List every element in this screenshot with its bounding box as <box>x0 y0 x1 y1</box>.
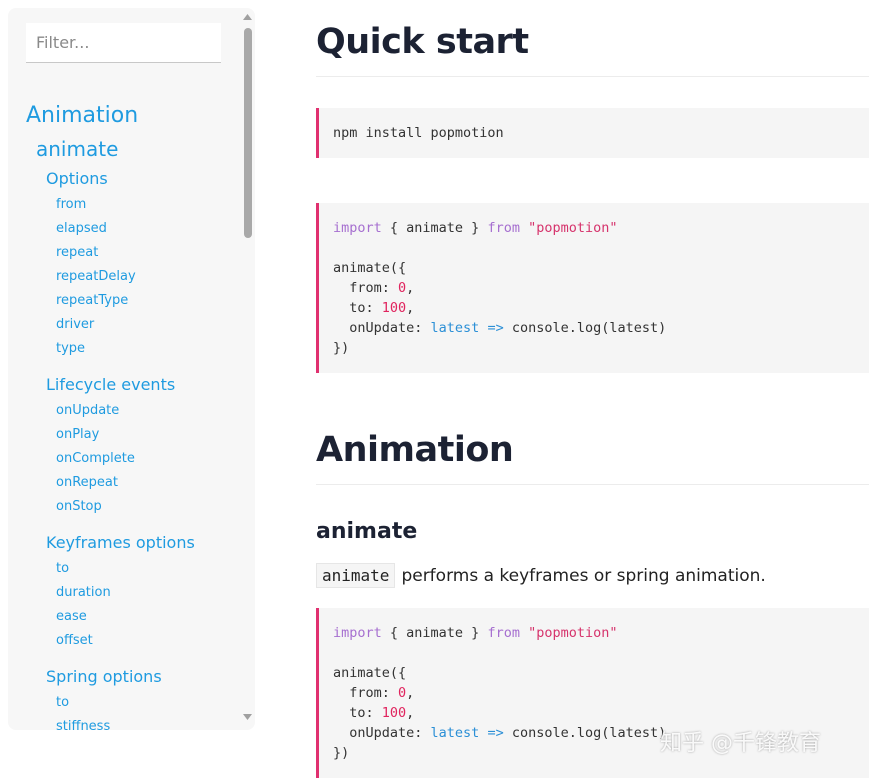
code-token: , <box>406 300 415 316</box>
code-line: to: 100, <box>333 298 855 318</box>
code-token: onUpdate: <box>333 320 431 336</box>
nav-link[interactable]: type <box>56 341 86 356</box>
code-token: }) <box>333 745 350 761</box>
code-token <box>520 220 528 236</box>
nav-link[interactable]: onUpdate <box>56 403 120 418</box>
nav-link[interactable]: onPlay <box>56 427 100 442</box>
code-block: import { animate } from "popmotion" anima… <box>316 203 869 373</box>
code-line: to: 100, <box>333 703 855 723</box>
nav-link[interactable]: driver <box>56 317 95 332</box>
code-token: => <box>487 320 504 336</box>
heading: Animation <box>316 430 514 470</box>
divider <box>316 76 869 77</box>
code-line: animate({ <box>333 663 855 683</box>
nav-tree: Animation animate Options from elapsed repeat… <box>26 101 236 730</box>
code-token: onUpdate: <box>333 725 431 741</box>
code-token: from: <box>333 280 399 296</box>
code-token: { animate } <box>381 625 488 641</box>
code-line: onUpdate: latest => console.log(latest) <box>333 723 855 743</box>
content: Quick start npm install popmotion import {… <box>316 0 869 778</box>
code-token: console.log(latest) <box>503 320 667 336</box>
code-token: to: <box>333 300 382 316</box>
code-token <box>520 625 528 641</box>
inline-code: animate <box>316 563 396 588</box>
scrollbar-arrows <box>243 14 252 720</box>
code-token: 0 <box>398 685 407 701</box>
code-token: animate({ <box>333 665 407 681</box>
nav-link[interactable]: from <box>56 197 87 212</box>
nav-link[interactable]: repeat <box>56 245 99 260</box>
nav-link[interactable]: onComplete <box>56 451 135 466</box>
watermark: 知乎 @千锋教育 <box>660 731 821 756</box>
nav-group[interactable]: Lifecycle events <box>46 375 176 394</box>
nav-link[interactable]: duration <box>56 585 111 600</box>
code-line: from: 0, <box>333 683 855 703</box>
code-token: 100 <box>381 300 407 316</box>
code-block: import { animate } from "popmotion" anima… <box>316 608 869 778</box>
code-line: npm install popmotion <box>333 123 855 143</box>
divider <box>316 484 869 485</box>
nav-link[interactable]: stiffness <box>56 719 111 730</box>
nav-link[interactable]: repeatDelay <box>56 269 136 284</box>
scrollbar[interactable] <box>240 8 255 730</box>
code-token: { animate } <box>381 220 488 236</box>
code-line <box>333 238 855 258</box>
code-token: latest <box>430 320 480 336</box>
code-line: animate({ <box>333 258 855 278</box>
code-line: }) <box>333 743 855 763</box>
code-token: 100 <box>381 705 407 721</box>
code-token: , <box>406 280 415 296</box>
code-line: onUpdate: latest => console.log(latest) <box>333 318 855 338</box>
code-token: from <box>487 220 520 236</box>
nav-link[interactable]: to <box>56 695 70 710</box>
code-line <box>333 643 855 663</box>
code-token: animate({ <box>333 260 407 276</box>
nav-link[interactable]: to <box>56 561 70 576</box>
code-token: }) <box>333 340 350 356</box>
paragraph: animate performs a keyframes or spring an… <box>316 562 869 590</box>
code-token: import <box>333 625 382 641</box>
nav-link[interactable]: onStop <box>56 499 102 514</box>
nav-link[interactable]: repeatType <box>56 293 129 308</box>
code-token: "popmotion" <box>528 625 618 641</box>
nav-group[interactable]: Options <box>46 169 108 188</box>
code-line: from: 0, <box>333 278 855 298</box>
filter-input[interactable]: Filter... <box>26 23 221 63</box>
code-line: import { animate } from "popmotion" <box>333 218 855 238</box>
code-token: latest <box>430 725 480 741</box>
nav-link[interactable]: offset <box>56 633 93 648</box>
code-token: console.log(latest) <box>503 725 667 741</box>
sidebar: Filter... Animation animate Options from ela… <box>8 8 255 730</box>
heading: Quick start <box>316 22 529 62</box>
code-token: to: <box>333 705 382 721</box>
nav-link[interactable]: onRepeat <box>56 475 118 490</box>
nav-group[interactable]: Spring options <box>46 667 162 686</box>
code-token: from: <box>333 685 399 701</box>
code-line: import { animate } from "popmotion" <box>333 623 855 643</box>
nav-link[interactable]: ease <box>56 609 87 624</box>
code-token: "popmotion" <box>528 220 618 236</box>
code-token: npm install popmotion <box>333 125 504 141</box>
nav-section[interactable]: Animation <box>26 103 139 128</box>
scrollbar-thumb[interactable] <box>244 28 252 238</box>
nav-link[interactable]: elapsed <box>56 221 107 236</box>
nav-group[interactable]: Keyframes options <box>46 533 195 552</box>
nav-item[interactable]: animate <box>36 137 119 161</box>
code-block: npm install popmotion <box>316 108 869 158</box>
code-line: }) <box>333 338 855 358</box>
code-token: from <box>487 625 520 641</box>
subheading: animate <box>316 519 418 544</box>
code-token: import <box>333 220 382 236</box>
code-token: , <box>406 705 415 721</box>
code-token: 0 <box>398 280 407 296</box>
code-token: => <box>487 725 504 741</box>
code-token: , <box>406 685 415 701</box>
text: performs a keyframes or spring animation… <box>401 566 766 586</box>
